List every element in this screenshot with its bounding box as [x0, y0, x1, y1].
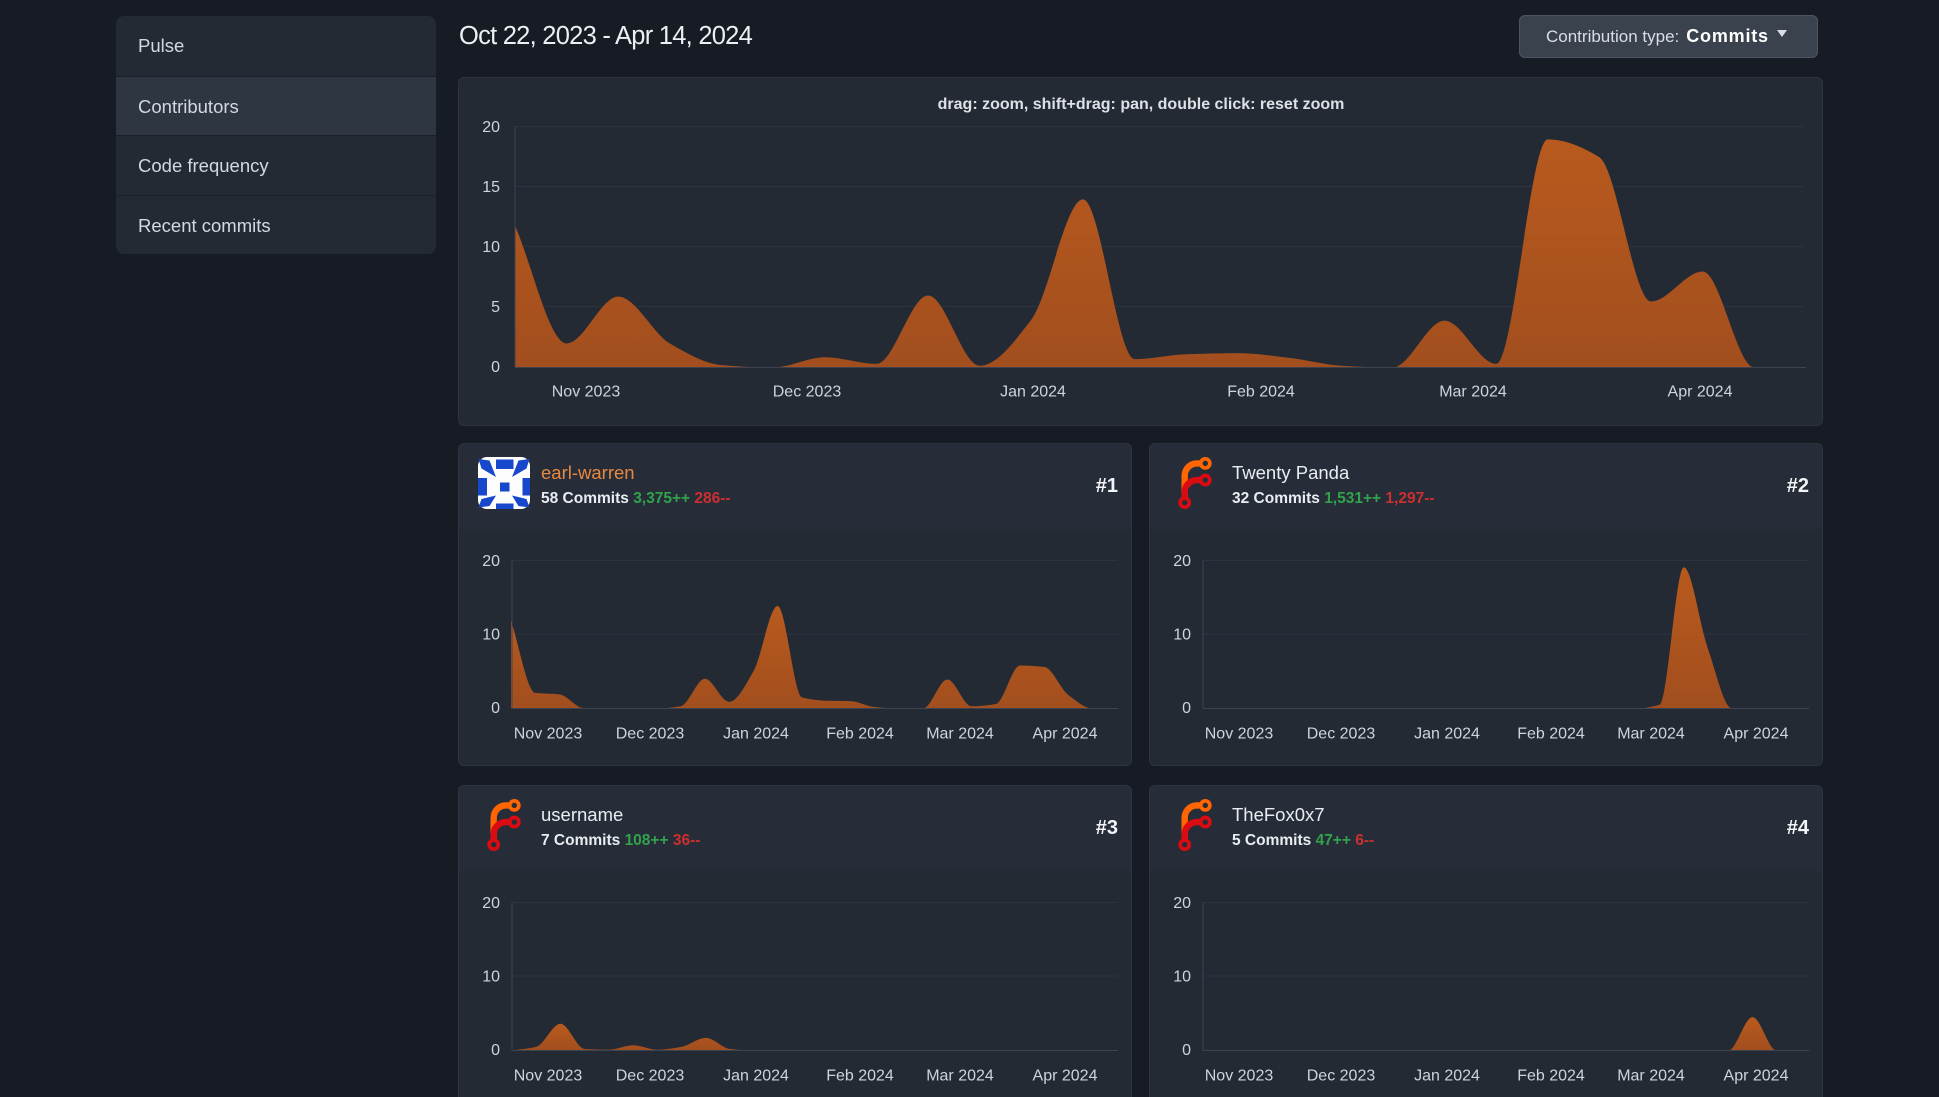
svg-text:drag: zoom, shift+drag: pan, d: drag: zoom, shift+drag: pan, double clic… [938, 96, 1345, 113]
svg-text:Apr 2024: Apr 2024 [1724, 1068, 1789, 1085]
svg-text:Dec 2023: Dec 2023 [616, 726, 685, 743]
svg-text:Apr 2024: Apr 2024 [1033, 1068, 1098, 1085]
svg-text:Nov 2023: Nov 2023 [514, 1068, 583, 1085]
svg-text:20: 20 [482, 119, 500, 136]
svg-text:0: 0 [491, 1042, 500, 1059]
svg-text:Mar 2024: Mar 2024 [1439, 384, 1507, 401]
svg-text:10: 10 [482, 969, 500, 986]
svg-text:20: 20 [482, 895, 500, 912]
svg-text:10: 10 [1173, 627, 1191, 644]
svg-text:Mar 2024: Mar 2024 [926, 726, 994, 743]
svg-text:0: 0 [1182, 700, 1191, 717]
svg-text:Nov 2023: Nov 2023 [552, 384, 621, 401]
svg-text:Nov 2023: Nov 2023 [514, 726, 583, 743]
svg-text:Nov 2023: Nov 2023 [1205, 1068, 1274, 1085]
svg-text:0: 0 [491, 700, 500, 717]
svg-text:0: 0 [491, 359, 500, 376]
svg-text:Jan 2024: Jan 2024 [1414, 1068, 1480, 1085]
svg-text:Feb 2024: Feb 2024 [1517, 1068, 1585, 1085]
svg-text:Dec 2023: Dec 2023 [1307, 726, 1376, 743]
svg-text:20: 20 [1173, 895, 1191, 912]
svg-text:Dec 2023: Dec 2023 [616, 1068, 685, 1085]
svg-text:Mar 2024: Mar 2024 [926, 1068, 994, 1085]
svg-text:Feb 2024: Feb 2024 [826, 726, 894, 743]
svg-text:Jan 2024: Jan 2024 [723, 726, 789, 743]
svg-text:Jan 2024: Jan 2024 [723, 1068, 789, 1085]
svg-text:Dec 2023: Dec 2023 [773, 384, 842, 401]
svg-text:0: 0 [1182, 1042, 1191, 1059]
svg-text:15: 15 [482, 179, 500, 196]
svg-text:5: 5 [491, 299, 500, 316]
svg-text:Apr 2024: Apr 2024 [1668, 384, 1733, 401]
svg-text:20: 20 [482, 553, 500, 570]
svg-text:Nov 2023: Nov 2023 [1205, 726, 1274, 743]
svg-text:Apr 2024: Apr 2024 [1033, 726, 1098, 743]
svg-text:Jan 2024: Jan 2024 [1000, 384, 1066, 401]
svg-text:Dec 2023: Dec 2023 [1307, 1068, 1376, 1085]
svg-text:Feb 2024: Feb 2024 [1517, 726, 1585, 743]
svg-text:Feb 2024: Feb 2024 [1227, 384, 1295, 401]
svg-text:20: 20 [1173, 553, 1191, 570]
svg-text:Feb 2024: Feb 2024 [826, 1068, 894, 1085]
svg-text:10: 10 [1173, 969, 1191, 986]
svg-text:10: 10 [482, 627, 500, 644]
svg-text:Mar 2024: Mar 2024 [1617, 1068, 1685, 1085]
svg-text:Apr 2024: Apr 2024 [1724, 726, 1789, 743]
svg-text:Jan 2024: Jan 2024 [1414, 726, 1480, 743]
svg-text:Mar 2024: Mar 2024 [1617, 726, 1685, 743]
svg-text:10: 10 [482, 239, 500, 256]
